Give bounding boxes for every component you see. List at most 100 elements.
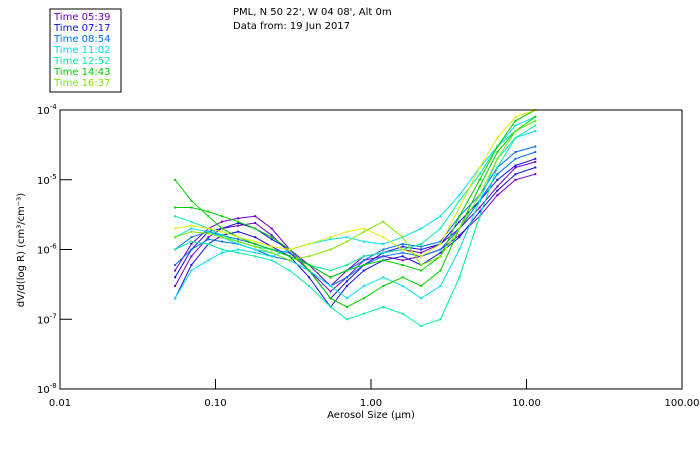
data-point	[514, 115, 517, 118]
data-point	[362, 312, 365, 315]
data-point	[237, 217, 240, 220]
data-point	[458, 234, 461, 237]
data-point	[401, 285, 404, 287]
data-point	[345, 285, 348, 287]
x-tick-label: 100.00	[665, 398, 700, 409]
legend-box	[49, 8, 122, 93]
data-point	[345, 236, 348, 239]
data-point	[254, 255, 257, 258]
data-point	[174, 269, 177, 272]
data-point	[534, 151, 537, 153]
data-point	[254, 236, 257, 239]
data-point	[220, 251, 223, 254]
data-point	[237, 236, 240, 239]
data-point	[220, 227, 223, 230]
data-point	[270, 227, 273, 230]
data-point	[207, 227, 210, 230]
data-point	[514, 136, 517, 139]
chart-title: PML, N 50 22', W 04 08', Alt 0m	[233, 7, 392, 18]
data-point	[382, 285, 385, 287]
data-point	[496, 145, 499, 148]
axes: 0.01 0.10 1.00 10.00 100.00 10-4 10-5 10-6 10-7 1…	[37, 103, 700, 409]
data-point	[288, 269, 291, 272]
data-point	[496, 136, 499, 139]
chart-subtitle: Data from: 19 Jun 2017	[233, 21, 350, 32]
data-point	[254, 248, 257, 251]
data-point	[362, 285, 365, 287]
data-point	[270, 251, 273, 254]
data-point	[254, 240, 257, 243]
data-point	[345, 269, 348, 272]
data-point	[439, 248, 442, 251]
data-point	[458, 276, 461, 279]
x-axis-label: Aerosol Size (µm)	[327, 410, 415, 421]
data-point	[514, 124, 517, 127]
data-point	[174, 178, 177, 181]
series-layer	[174, 109, 537, 327]
data-point	[220, 248, 223, 251]
data-point	[534, 124, 537, 127]
data-point	[458, 199, 461, 202]
data-point	[174, 215, 177, 218]
data-point	[237, 240, 240, 243]
data-point	[420, 264, 423, 266]
data-point	[401, 236, 404, 239]
data-point	[254, 251, 257, 254]
data-point	[174, 227, 177, 230]
data-point	[382, 276, 385, 279]
data-point	[207, 243, 210, 245]
data-point	[237, 251, 240, 254]
data-point	[174, 264, 177, 266]
data-point	[514, 178, 517, 181]
legend-entry: Time 08:54	[53, 34, 110, 45]
data-point	[514, 166, 517, 169]
data-point	[254, 243, 257, 245]
data-point	[534, 145, 537, 148]
data-point	[207, 238, 210, 241]
data-point	[496, 185, 499, 188]
data-point	[420, 251, 423, 254]
data-point	[288, 248, 291, 251]
data-point	[345, 264, 348, 266]
data-point	[329, 285, 332, 287]
data-point	[496, 178, 499, 181]
data-point	[420, 227, 423, 230]
data-point	[420, 255, 423, 258]
data-point	[478, 215, 481, 218]
data-point	[362, 264, 365, 266]
data-point	[345, 297, 348, 300]
data-point	[190, 199, 193, 202]
data-point	[478, 173, 481, 176]
legend-entry: Time 07:17	[53, 23, 110, 34]
data-point	[439, 227, 442, 230]
data-point	[496, 189, 499, 192]
data-point	[420, 243, 423, 245]
data-point	[439, 251, 442, 254]
data-point	[478, 166, 481, 169]
data-point	[478, 178, 481, 181]
data-point	[329, 248, 332, 251]
data-point	[237, 248, 240, 251]
data-point	[496, 194, 499, 197]
series-line	[174, 120, 536, 272]
data-point	[308, 255, 311, 258]
data-point	[270, 248, 273, 251]
y-tick-label: 10-4	[37, 103, 57, 117]
data-point	[439, 318, 442, 321]
data-point	[329, 290, 332, 293]
data-point	[270, 234, 273, 237]
data-point	[382, 236, 385, 239]
series-line	[174, 120, 536, 266]
data-point	[478, 185, 481, 188]
data-point	[207, 230, 210, 233]
y-axis-label: dV/d(log R) (cm³/cm⁻³)	[16, 193, 27, 307]
data-point	[362, 255, 365, 258]
data-point	[439, 240, 442, 243]
data-point	[190, 264, 193, 266]
x-tick-label: 1.00	[360, 398, 382, 409]
data-point	[496, 151, 499, 153]
data-point	[220, 240, 223, 243]
data-point	[458, 236, 461, 239]
legend-entry: Time 12:52	[53, 56, 110, 67]
data-point	[288, 255, 291, 258]
